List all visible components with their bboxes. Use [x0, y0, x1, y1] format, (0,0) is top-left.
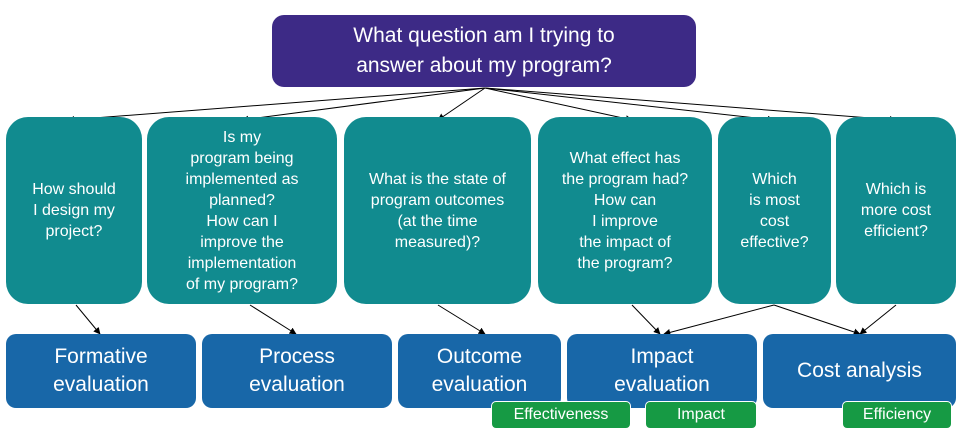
evaluation-box-formative: Formative evaluation [6, 334, 196, 408]
question-text: Which is more cost efficient? [860, 181, 932, 240]
question-box-implementation: Is my program being implemented as plann… [147, 117, 337, 304]
tag-efficiency: Efficiency [842, 401, 952, 429]
evaluation-label: Cost analysis [797, 359, 922, 382]
top-question-box: What question am I trying to answer abou… [272, 15, 696, 87]
top-question-text: What question am I trying to answer abou… [353, 24, 615, 77]
evaluation-box-impact: Impact evaluation [567, 334, 757, 408]
question-text: How should I design my project? [32, 181, 116, 240]
tag-impact: Impact [645, 401, 757, 429]
arrow-q1-to-formative [75, 304, 101, 335]
arrow-top-to-q5 [484, 87, 775, 123]
tag-effectiveness: Effectiveness [491, 401, 631, 429]
question-text: What effect has the program had? How can… [561, 149, 689, 272]
evaluation-label: Impact evaluation [614, 345, 710, 396]
tag-label: Effectiveness [513, 406, 609, 423]
evaluation-box-process: Process evaluation [202, 334, 392, 408]
evaluation-box-outcome: Outcome evaluation [398, 334, 561, 408]
arrow-q4-to-impact [631, 304, 661, 335]
question-box-cost-efficient: Which is more cost efficient? [836, 117, 956, 304]
tag-label: Efficiency [862, 406, 932, 423]
question-text: Which is most cost effective? [740, 170, 809, 251]
question-box-outcomes: What is the state of program outcomes (a… [344, 117, 531, 304]
question-text: What is the state of program outcomes (a… [369, 170, 506, 251]
question-box-effect: What effect has the program had? How can… [538, 117, 712, 304]
arrow-q5-to-impact [663, 304, 775, 336]
arrow-top-to-q4 [484, 87, 633, 123]
evaluation-label: Formative evaluation [53, 345, 149, 396]
evaluation-box-cost-analysis: Cost analysis [763, 334, 956, 408]
arrow-top-to-q6 [484, 87, 897, 124]
arrow-q5-to-cost [773, 304, 861, 336]
arrow-top-to-q1 [67, 87, 486, 124]
arrow-q2-to-process [249, 304, 297, 335]
question-box-cost-effective: Which is most cost effective? [718, 117, 831, 304]
tag-label: Impact [676, 406, 725, 423]
question-box-design: How should I design my project? [6, 117, 142, 304]
arrow-top-to-q3 [437, 87, 486, 121]
arrow-q6-to-cost [859, 304, 897, 335]
question-text: Is my program being implemented as plann… [185, 128, 299, 293]
evaluation-label: Process evaluation [249, 345, 345, 396]
evaluation-label: Outcome evaluation [431, 345, 528, 396]
arrow-top-to-q2 [241, 87, 486, 123]
arrow-q3-to-outcome [437, 304, 486, 335]
